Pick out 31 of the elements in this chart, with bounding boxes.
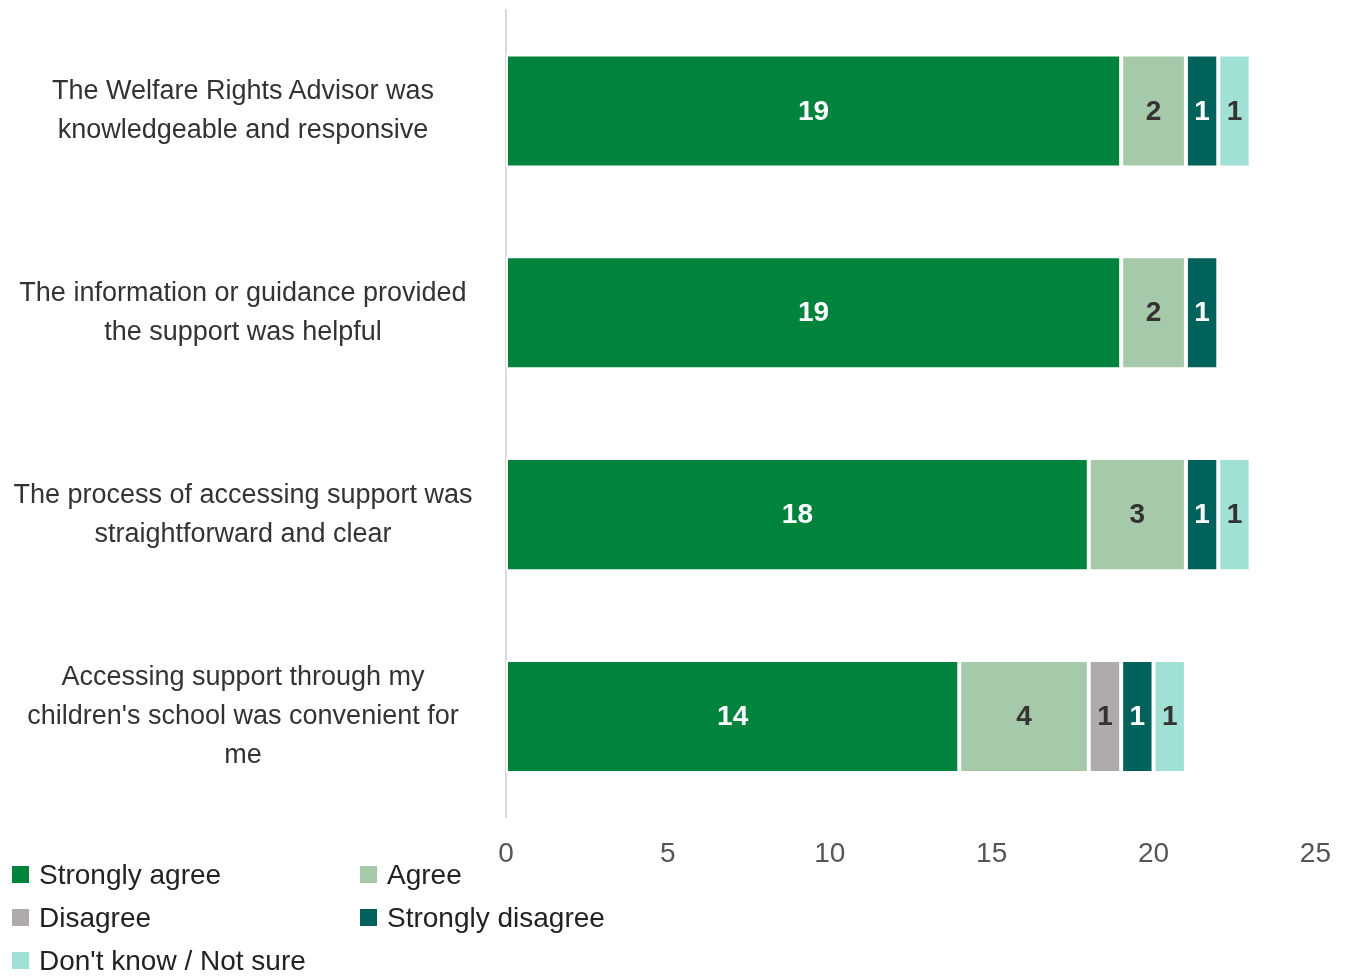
y-tick-label: The process of accessing support was straightforward and clear <box>13 478 473 548</box>
data-label: 4 <box>1016 700 1033 732</box>
data-label: 1 <box>1129 700 1146 732</box>
data-label: 3 <box>1129 498 1146 530</box>
data-label: 1 <box>1194 296 1210 328</box>
data-label: 19 <box>798 94 830 126</box>
x-tick-label: 5 <box>660 836 676 868</box>
y-tick-label: The information or guidance provided the support was helpful <box>19 276 467 346</box>
data-label: 2 <box>1145 94 1162 126</box>
data-label: 19 <box>798 296 830 328</box>
data-label: 1 <box>1097 700 1113 732</box>
x-tick-label: 20 <box>1137 836 1170 868</box>
data-label: 14 <box>717 700 749 732</box>
y-tick-label: The Welfare Rights Advisor was knowledgeable and responsive <box>51 74 435 144</box>
data-label: 1 <box>1161 700 1178 732</box>
data-label: 2 <box>1145 296 1162 328</box>
x-tick-label: 25 <box>1299 836 1332 868</box>
data-label: 1 <box>1194 94 1210 126</box>
data-label: 1 <box>1226 94 1243 126</box>
x-tick-label: 10 <box>814 836 846 868</box>
data-label: 1 <box>1194 498 1210 530</box>
data-label: 1 <box>1226 498 1243 530</box>
legend-label: Disagree <box>39 901 152 934</box>
data-label: 18 <box>781 498 813 530</box>
x-tick-label: 15 <box>976 836 1008 868</box>
x-tick-label: 0 <box>498 836 514 868</box>
legend-label: Agree <box>387 858 462 891</box>
y-tick-label: Accessing support through my children's school was convenient for me <box>27 660 459 769</box>
legend-label: Strongly agree <box>39 858 222 891</box>
legend-label: Strongly disagree <box>387 901 605 934</box>
legend-label: Don't know / Not sure <box>39 944 306 976</box>
